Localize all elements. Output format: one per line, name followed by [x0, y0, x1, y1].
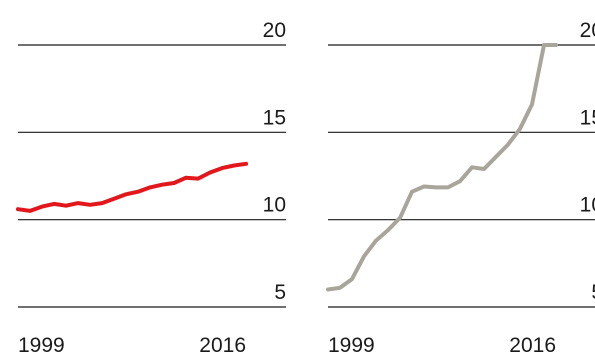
- x-tick-label: 1999: [18, 334, 65, 354]
- x-tick-label: 2016: [509, 334, 556, 354]
- x-tick-label: 1999: [328, 334, 375, 354]
- y-tick-label: 20: [263, 19, 286, 42]
- y-tick-label: 15: [580, 106, 595, 129]
- y-tick-label: 15: [263, 106, 286, 129]
- chart-panel-2: 5 10 15 20 1999 2016: [326, 19, 595, 354]
- y-tick-label: 10: [580, 194, 595, 217]
- series-line: [326, 43, 558, 292]
- series-line: [16, 161, 248, 213]
- chart-panel-1: 5 10 15 20 1999 2016: [16, 19, 286, 354]
- y-tick-label: 20: [580, 19, 595, 42]
- x-tick-label: 2016: [199, 334, 246, 354]
- y-tick-label: 10: [263, 194, 286, 217]
- y-tick-label: 5: [591, 281, 595, 304]
- y-tick-label: 5: [274, 281, 286, 304]
